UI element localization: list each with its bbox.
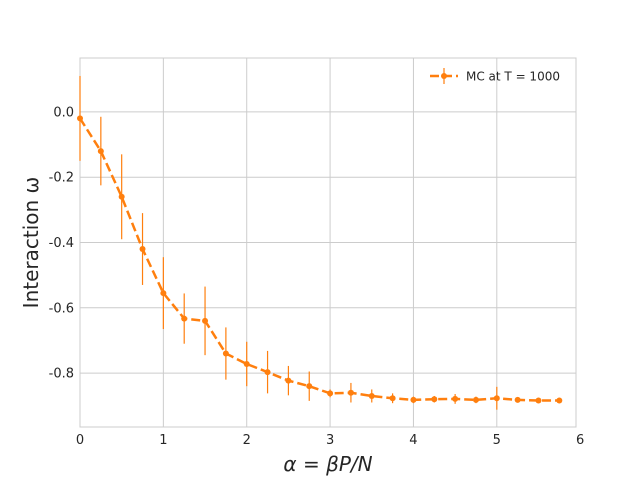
data-point [285,377,292,384]
x-tick-label: 3 [326,433,334,448]
x-tick-label: 4 [409,433,417,448]
series [77,75,563,410]
y-tick-label: -0.2 [49,171,74,186]
x-tick-label: 0 [76,433,84,448]
series-mc [77,75,563,410]
x-axis-label: α = βP/N [283,452,372,476]
grid [79,58,576,427]
x-tick-label: 2 [243,433,251,448]
data-point [306,383,313,390]
data-point [97,148,104,155]
legend-label: MC at T = 1000 [466,70,560,84]
legend: MC at T = 1000 [430,68,560,84]
data-point [139,246,146,253]
data-point [202,317,209,324]
data-point [389,395,396,402]
data-point [160,290,167,297]
series-line [78,117,560,402]
data-point [410,396,417,403]
data-point [327,390,334,397]
data-point [264,369,271,376]
data-point [431,396,438,403]
plot-frame [79,57,577,428]
x-tick-label: 5 [493,433,501,448]
x-tick-label: 6 [576,433,584,448]
data-point [368,392,375,399]
data-point [493,395,500,402]
data-point [243,360,250,367]
data-point [452,395,459,402]
legend-marker [441,73,447,79]
x-tick-label: 1 [159,433,167,448]
y-tick-label: -0.8 [49,367,74,382]
data-point [181,315,188,322]
y-tick-label: -0.4 [49,236,74,251]
data-point [77,115,83,122]
data-point [118,193,125,200]
tick-labels: 0 1 2 3 4 5 6 0.0 -0.2 -0.4 -0.6 -0.8 [49,105,585,448]
data-point [472,396,479,403]
data-point [222,350,229,357]
data-point [514,396,521,403]
y-axis-label: Interaction ω [19,177,43,309]
data-point [535,397,542,404]
data-point [347,389,354,396]
y-tick-label: -0.6 [49,301,74,316]
data-point [556,397,563,404]
y-tick-label: 0.0 [53,105,74,120]
